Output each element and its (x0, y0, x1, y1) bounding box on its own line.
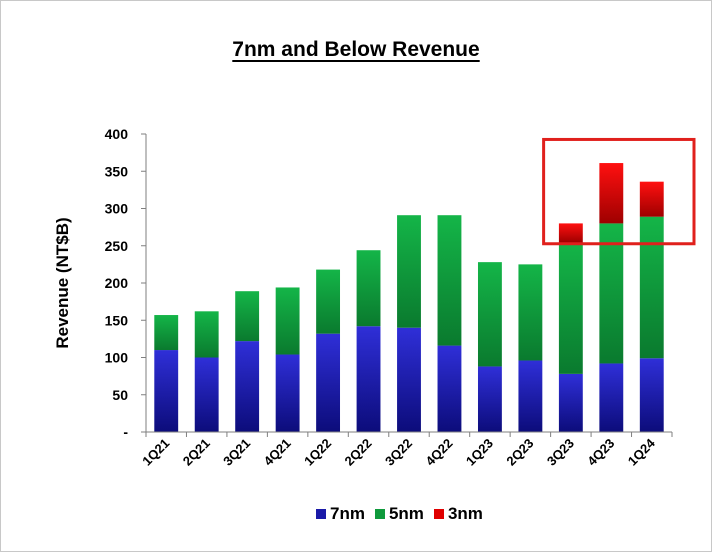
bar-7nm-1Q23 (477, 366, 502, 432)
y-tick-label: 400 (105, 126, 129, 142)
bar-3nm-3Q23 (558, 223, 583, 243)
x-tick-label: 4Q21 (261, 436, 294, 469)
bar-5nm-4Q23 (599, 223, 624, 364)
bar-5nm-1Q23 (477, 262, 502, 367)
y-tick-label: 100 (105, 350, 129, 366)
x-tick-label: 1Q22 (301, 436, 334, 469)
chart-title: 7nm and Below Revenue (0, 38, 712, 62)
bar-5nm-1Q24 (639, 216, 664, 359)
legend-swatch-5nm (374, 509, 385, 519)
bar-7nm-2Q21 (194, 357, 219, 432)
bar-5nm-4Q22 (437, 215, 462, 346)
x-tick-label: 2Q23 (503, 436, 536, 469)
bar-5nm-3Q21 (235, 291, 260, 342)
bar-7nm-4Q22 (437, 345, 462, 432)
x-tick-label: 1Q23 (463, 436, 496, 469)
bar-7nm-3Q23 (558, 373, 583, 432)
y-tick-label: 200 (105, 275, 129, 291)
bar-7nm-4Q23 (599, 363, 624, 432)
bar-5nm-3Q23 (558, 242, 583, 374)
legend-item-7nm: 7nm (316, 504, 365, 524)
x-tick-label: 4Q22 (422, 436, 455, 469)
bar-5nm-2Q21 (194, 311, 219, 358)
highlight-box (542, 137, 696, 246)
x-tick-label: 3Q22 (382, 436, 415, 469)
y-tick-label: - (123, 424, 128, 440)
bar-7nm-1Q22 (316, 333, 341, 432)
chart-title-text: 7nm and Below Revenue (232, 38, 480, 61)
legend-swatch-3nm (433, 509, 444, 519)
y-axis-title: Revenue (NT$B) (53, 217, 72, 348)
x-tick-label: 4Q23 (584, 436, 617, 469)
bar-5nm-2Q23 (518, 264, 543, 361)
bar-5nm-4Q21 (275, 287, 300, 355)
x-tick-label: 3Q21 (220, 436, 253, 469)
x-tick-label: 1Q24 (625, 435, 659, 469)
x-tick-label: 1Q21 (139, 436, 172, 469)
x-tick-label: 3Q23 (544, 436, 577, 469)
bar-7nm-3Q21 (235, 341, 260, 432)
y-tick-label: 350 (105, 163, 129, 179)
y-tick-label: 50 (112, 387, 128, 403)
bar-7nm-4Q21 (275, 354, 300, 432)
bar-5nm-3Q22 (397, 215, 421, 328)
bar-7nm-3Q22 (397, 327, 421, 432)
bars-group (154, 163, 664, 432)
bar-7nm-1Q21 (154, 350, 179, 432)
y-tick-label: 300 (105, 201, 129, 217)
legend-item-3nm: 3nm (433, 504, 483, 524)
legend-item-5nm: 5nm (374, 504, 424, 524)
bar-5nm-2Q22 (356, 250, 381, 327)
bar-7nm-2Q22 (356, 326, 381, 432)
x-tick-label: 2Q22 (342, 436, 375, 469)
legend-label-5nm: 5nm (388, 504, 424, 523)
bar-5nm-1Q22 (316, 269, 341, 334)
legend-label-3nm: 3nm (447, 504, 483, 523)
bar-5nm-1Q21 (154, 315, 179, 351)
bar-7nm-2Q23 (518, 360, 543, 432)
bar-7nm-1Q24 (639, 358, 664, 432)
y-tick-label: 250 (105, 238, 129, 254)
x-tick-label: 2Q21 (180, 436, 213, 469)
legend-swatch-7nm (316, 509, 326, 519)
y-tick-label: 150 (105, 312, 129, 328)
legend-label-7nm: 7nm (330, 504, 365, 523)
annotation-group (542, 137, 696, 246)
bar-3nm-4Q23 (599, 163, 624, 224)
bar-3nm-1Q24 (639, 181, 664, 217)
legend: 7nm 5nm 3nm (316, 504, 493, 524)
